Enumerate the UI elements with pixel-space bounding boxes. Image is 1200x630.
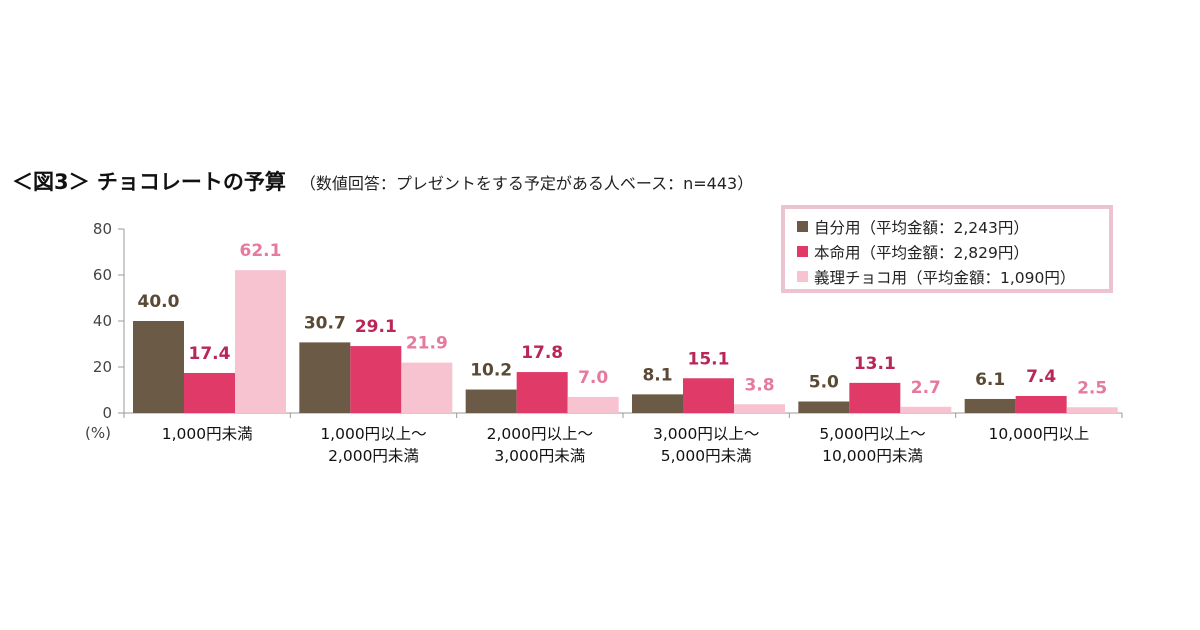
legend-swatch <box>797 271 808 282</box>
bar-value-label: 21.9 <box>406 334 448 354</box>
legend-item: 義理チョコ用（平均金額：1,090円） <box>797 264 1109 289</box>
bar-value-label: 13.1 <box>854 354 896 374</box>
bar <box>299 342 351 413</box>
legend-swatch <box>797 246 808 257</box>
bar-value-label: 15.1 <box>688 349 730 369</box>
bar-value-label: 7.0 <box>578 368 608 388</box>
chart-title: ＜図3＞ チョコレートの予算 <box>12 170 286 194</box>
bar-value-label: 17.8 <box>521 343 563 363</box>
bar <box>964 398 1016 413</box>
x-category-label: 5,000円以上～ <box>819 425 925 443</box>
bar <box>900 406 952 413</box>
bar <box>350 346 402 413</box>
x-category-label: 3,000円未満 <box>494 447 585 465</box>
legend: 自分用（平均金額：2,243円） 本命用（平均金額：2,829円） 義理チョコ用（平… <box>781 205 1113 293</box>
x-category-label: 5,000円未満 <box>661 447 752 465</box>
x-category-label: 10,000円以上 <box>988 425 1089 443</box>
bar <box>567 396 619 413</box>
bar-value-label: 2.7 <box>911 378 941 398</box>
bar-value-label: 5.0 <box>809 373 839 393</box>
y-tick-label: 20 <box>93 358 112 376</box>
bar <box>465 389 517 413</box>
bar-layer <box>133 270 1118 413</box>
chart-subtitle: （数値回答：プレゼントをする予定がある人ベース：n=443） <box>299 174 754 193</box>
x-category-label: 2,000円以上～ <box>487 425 593 443</box>
y-tick-label: 0 <box>102 404 112 422</box>
bar <box>1015 395 1067 413</box>
legend-label: 義理チョコ用（平均金額：1,090円） <box>814 268 1076 287</box>
x-category-label: 1,000円以上～ <box>320 425 426 443</box>
legend-swatch <box>797 221 808 232</box>
bar-value-label: 62.1 <box>240 241 282 261</box>
bar-value-label: 8.1 <box>642 365 672 385</box>
bar <box>184 372 235 413</box>
x-category-label: 10,000円未満 <box>822 447 923 465</box>
bar-value-label: 10.2 <box>470 361 512 381</box>
axis-layer: 0 20 40 60 80 (%) 1,000円未満 1,000円以上～ 2,000円未満 2,0… <box>85 220 1123 465</box>
x-category-label: 1,000円未満 <box>162 425 253 443</box>
legend-label: 自分用（平均金額：2,243円） <box>814 218 1029 237</box>
bar-value-label: 2.5 <box>1077 378 1107 398</box>
y-tick-label: 60 <box>93 266 112 284</box>
y-axis-unit-label: (%) <box>85 424 111 442</box>
title-row: ＜図3＞ チョコレートの予算 （数値回答：プレゼントをする予定がある人ベース：n=… <box>12 166 753 196</box>
y-tick-label: 40 <box>93 312 112 330</box>
bar-value-label: 40.0 <box>138 292 180 312</box>
legend-item: 自分用（平均金額：2,243円） <box>797 214 1109 239</box>
label-layer: 40.0 30.7 10.2 8.1 5.0 6.1 17.4 29.1 17.8 15.1 13.… <box>138 241 1108 398</box>
bar <box>516 372 568 413</box>
bar <box>683 378 734 413</box>
bar <box>798 401 850 413</box>
x-category-label: 3,000円以上～ <box>653 425 759 443</box>
bar <box>1066 407 1118 413</box>
bar-value-label: 7.4 <box>1026 367 1056 387</box>
bar-value-label: 3.8 <box>744 375 774 395</box>
bar <box>632 394 683 413</box>
bar-value-label: 29.1 <box>355 317 397 337</box>
bar <box>849 382 901 413</box>
bar-value-label: 6.1 <box>975 370 1005 390</box>
bar <box>401 362 453 413</box>
bar <box>235 270 286 413</box>
bar-value-label: 30.7 <box>304 313 346 333</box>
bar <box>734 404 785 413</box>
x-category-label: 2,000円未満 <box>328 447 419 465</box>
bar-value-label: 17.4 <box>189 344 231 364</box>
bar <box>133 321 184 413</box>
legend-item: 本命用（平均金額：2,829円） <box>797 239 1109 264</box>
y-tick-label: 80 <box>93 220 112 238</box>
legend-label: 本命用（平均金額：2,829円） <box>814 243 1029 262</box>
